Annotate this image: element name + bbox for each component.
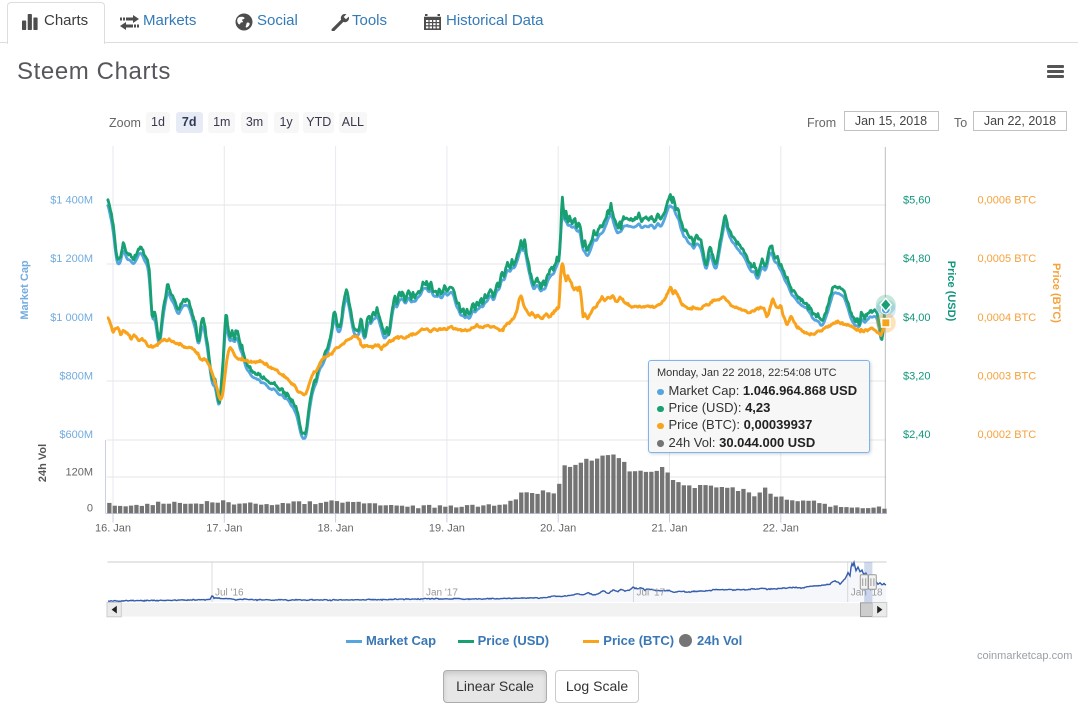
svg-text:Jan '18: Jan '18 [851,588,883,599]
svg-text:16. Jan: 16. Jan [95,523,131,535]
svg-text:$2,40: $2,40 [903,429,931,441]
svg-text:0,0006 BTC: 0,0006 BTC [978,195,1037,207]
svg-text:Jul '16: Jul '16 [215,588,244,599]
svg-text:$3,20: $3,20 [903,371,931,383]
svg-text:18. Jan: 18. Jan [318,523,354,535]
svg-text:0,0005 BTC: 0,0005 BTC [978,253,1037,265]
svg-text:22. Jan: 22. Jan [763,523,799,535]
svg-text:Price (BTC): Price (BTC) [1050,263,1062,323]
svg-text:120M: 120M [65,467,93,479]
svg-text:Price (USD): Price (USD) [945,261,957,322]
svg-text:0,0004 BTC: 0,0004 BTC [978,312,1037,324]
svg-text:$4,00: $4,00 [903,312,931,324]
svg-text:$1 400M: $1 400M [50,195,93,207]
svg-text:$1 200M: $1 200M [50,253,93,265]
svg-text:21. Jan: 21. Jan [651,523,687,535]
svg-text:24h Vol: 24h Vol [37,444,49,482]
svg-text:0: 0 [87,502,93,514]
svg-text:$800M: $800M [59,371,93,383]
svg-text:$600M: $600M [59,429,93,441]
svg-text:17. Jan: 17. Jan [206,523,242,535]
svg-text:$1 000M: $1 000M [50,312,93,324]
svg-text:20. Jan: 20. Jan [540,523,576,535]
svg-text:$5,60: $5,60 [903,195,931,207]
svg-text:$4,80: $4,80 [903,253,931,265]
svg-text:0,0002 BTC: 0,0002 BTC [978,429,1037,441]
svg-text:Market Cap: Market Cap [19,260,31,320]
svg-text:0,0003 BTC: 0,0003 BTC [978,371,1037,383]
svg-text:Jul '17: Jul '17 [637,588,666,599]
svg-text:19. Jan: 19. Jan [429,523,465,535]
svg-text:Jan '17: Jan '17 [426,588,458,599]
